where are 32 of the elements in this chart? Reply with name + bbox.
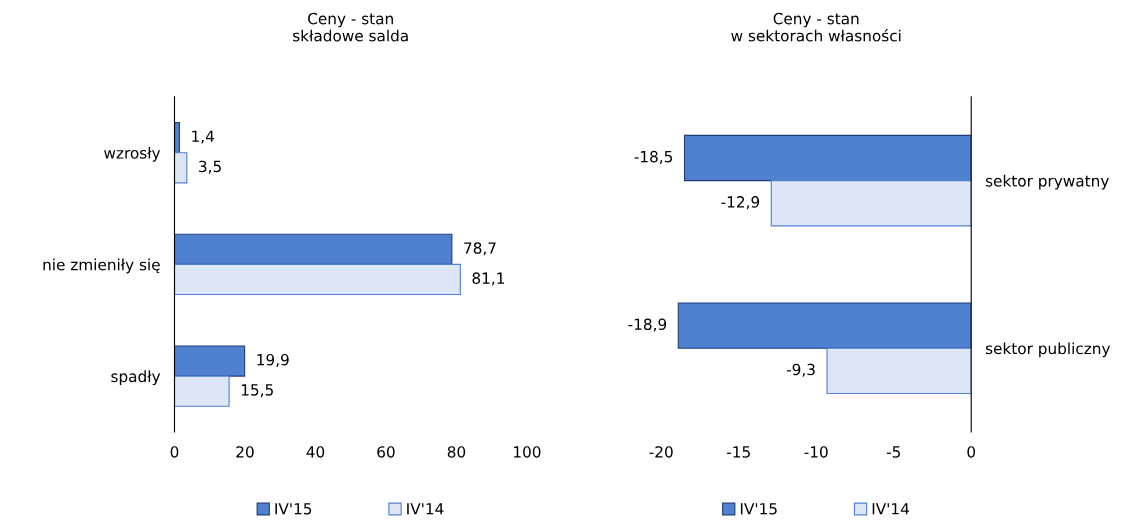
y-tick-label: nie zmieniły się	[43, 258, 160, 274]
x-tick-label: -15	[727, 446, 750, 458]
data-label: 3,5	[199, 160, 221, 174]
x-tick-label: 20	[236, 446, 254, 458]
data-label: 15,5	[241, 384, 273, 398]
x-tick-label: 40	[306, 446, 325, 458]
x-tick-label: 100	[514, 446, 541, 458]
legend-label: IV'15	[275, 503, 312, 515]
x-tick-label: 0	[170, 446, 179, 458]
x-tick-label: -5	[886, 446, 900, 458]
y-tick-label: spadły	[111, 370, 161, 386]
data-label: 81,1	[472, 272, 505, 286]
data-label: -18,9	[628, 318, 667, 332]
chart-title: Ceny - stan składowe salda	[293, 12, 408, 42]
y-tick-label: sektor publiczny	[985, 342, 1111, 358]
data-label: -18,5	[634, 150, 673, 164]
chart-title: Ceny - stan w sektorach własności	[731, 12, 901, 42]
data-label: 1,4	[192, 130, 214, 144]
data-label: 19,9	[257, 353, 289, 368]
x-tick-label: 60	[377, 446, 395, 458]
x-tick-label: -10	[804, 446, 828, 458]
y-tick-label: wzrosły	[104, 146, 161, 162]
legend-label: IV'14	[872, 503, 909, 515]
data-label: 78,7	[464, 242, 496, 256]
x-tick-label: 0	[967, 446, 976, 458]
y-tick-label: sektor prywatny	[985, 174, 1109, 190]
legend-label: IV'14	[407, 503, 444, 515]
x-tick-label: 80	[447, 446, 466, 458]
data-label: -12,9	[721, 196, 760, 210]
legend-label: IV'15	[740, 503, 777, 515]
data-label: -9,3	[786, 363, 815, 377]
x-tick-label: -20	[649, 446, 673, 458]
